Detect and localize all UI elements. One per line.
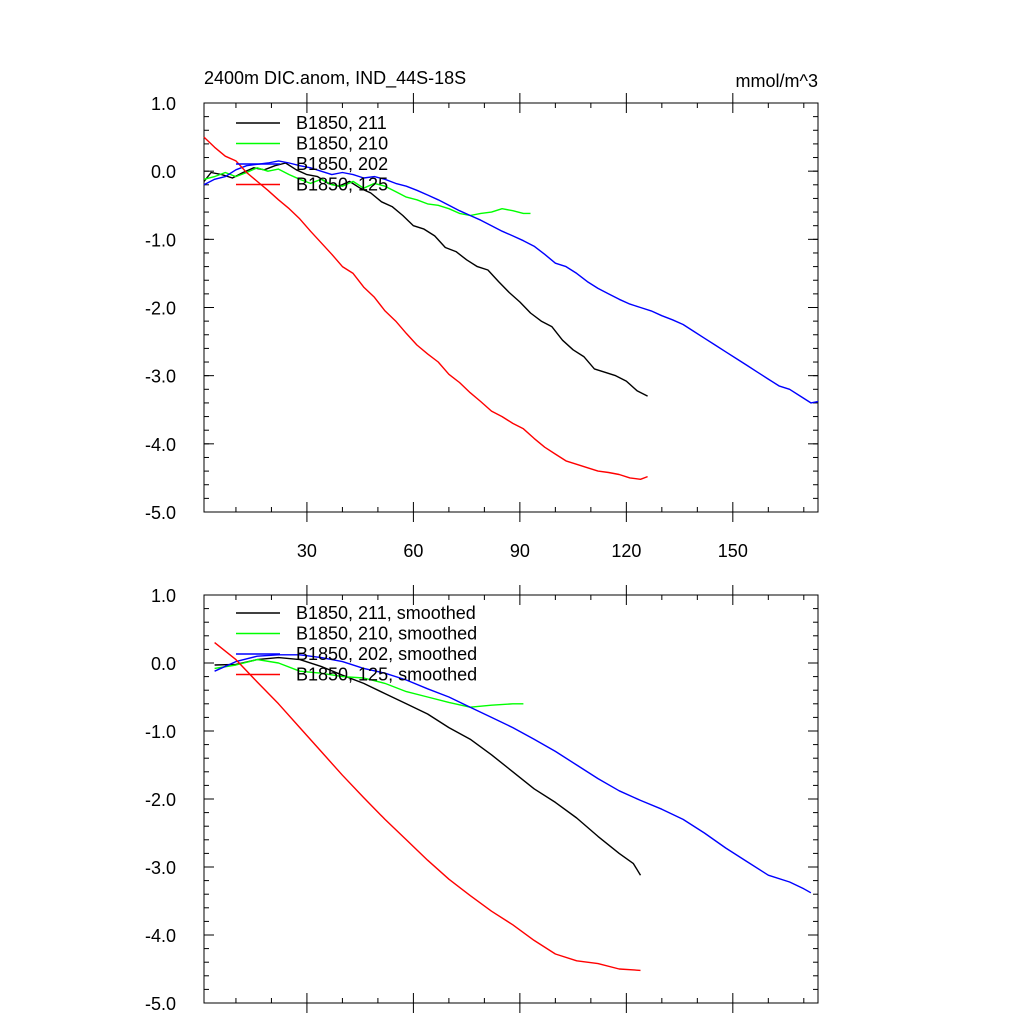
y-tick-label: -4.0 (145, 435, 176, 455)
bottom-panel: 1.0 0.0 -1.0 -2.0 -3.0 -4.0 -5.0 B1850, 211, sm… (145, 585, 819, 1014)
series-line-b1850-125-smoothed (214, 642, 641, 972)
y-tick-label: -5.0 (145, 503, 176, 523)
y-tick-label: -1.0 (145, 722, 176, 742)
chart-title: 2400m DIC.anom, IND_44S-18S (204, 68, 466, 89)
legend-label: B1850, 125, smoothed (296, 665, 477, 685)
series-line-b1850-210 (203, 167, 531, 217)
series-line-b1850-210-smoothed (214, 658, 524, 708)
legend-label: B1850, 202 (296, 154, 388, 174)
series-line-b1850-125 (203, 136, 648, 480)
y-tick-label: -2.0 (145, 790, 176, 810)
x-tick-label: 150 (718, 541, 748, 561)
units-label: mmol/m^3 (736, 71, 818, 91)
y-tick-label: -3.0 (145, 858, 176, 878)
legend-label: B1850, 211, smoothed (296, 603, 476, 623)
legend-label: B1850, 202, smoothed (296, 644, 477, 664)
series-line-b1850-211 (203, 162, 648, 397)
legend-label: B1850, 211 (296, 113, 387, 133)
y-tick-label: -3.0 (145, 367, 176, 387)
y-tick-label: -2.0 (145, 299, 176, 319)
legend-label: B1850, 125 (296, 175, 388, 195)
x-tick-label: 90 (510, 541, 530, 561)
y-tick-label: 0.0 (151, 162, 176, 182)
legend-label: B1850, 210 (296, 134, 388, 154)
y-tick-label: 0.0 (151, 654, 176, 674)
y-tick-label: -4.0 (145, 926, 176, 946)
y-tick-label: 1.0 (151, 94, 176, 114)
y-tick-label: -5.0 (145, 994, 176, 1014)
legend-label: B1850, 210, smoothed (296, 624, 477, 644)
top-panel: 1.0 0.0 -1.0 -2.0 -3.0 -4.0 -5.0 30 60 90 120 150 B1… (145, 93, 819, 561)
series-line-b1850-202-smoothed (214, 654, 812, 894)
x-tick-label: 120 (611, 541, 641, 561)
y-tick-label: -1.0 (145, 230, 176, 250)
series-line-b1850-211-smoothed (214, 656, 642, 876)
x-tick-label: 60 (403, 541, 423, 561)
series-line-b1850-202 (203, 160, 819, 404)
y-tick-label: 1.0 (151, 586, 176, 606)
x-tick-label: 30 (297, 541, 317, 561)
